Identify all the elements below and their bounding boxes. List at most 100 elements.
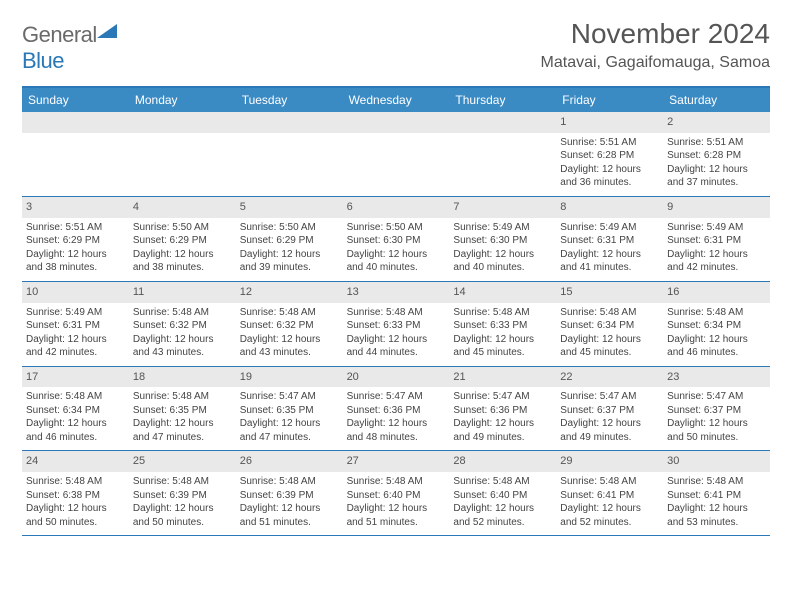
day-of-week-row: Sunday Monday Tuesday Wednesday Thursday… xyxy=(22,88,770,112)
daylight-text: Daylight: 12 hours xyxy=(240,248,339,262)
day-cell: 23Sunrise: 5:47 AMSunset: 6:37 PMDayligh… xyxy=(663,367,770,451)
sunset-text: Sunset: 6:31 PM xyxy=(667,234,766,248)
sunrise-text: Sunrise: 5:48 AM xyxy=(453,475,552,489)
daylight-text: and 46 minutes. xyxy=(26,431,125,445)
day-cell: 28Sunrise: 5:48 AMSunset: 6:40 PMDayligh… xyxy=(449,451,556,535)
sunset-text: Sunset: 6:41 PM xyxy=(560,489,659,503)
sunset-text: Sunset: 6:32 PM xyxy=(133,319,232,333)
sunrise-text: Sunrise: 5:50 AM xyxy=(347,221,446,235)
daylight-text: Daylight: 12 hours xyxy=(26,248,125,262)
day-cell: . xyxy=(22,112,129,196)
sunrise-text: Sunrise: 5:48 AM xyxy=(133,475,232,489)
sunset-text: Sunset: 6:31 PM xyxy=(560,234,659,248)
day-cell: 13Sunrise: 5:48 AMSunset: 6:33 PMDayligh… xyxy=(343,282,450,366)
day-cell: 26Sunrise: 5:48 AMSunset: 6:39 PMDayligh… xyxy=(236,451,343,535)
sunset-text: Sunset: 6:29 PM xyxy=(26,234,125,248)
daylight-text: Daylight: 12 hours xyxy=(667,502,766,516)
daylight-text: Daylight: 12 hours xyxy=(133,333,232,347)
day-cell: 10Sunrise: 5:49 AMSunset: 6:31 PMDayligh… xyxy=(22,282,129,366)
dow-fri: Friday xyxy=(556,88,663,112)
day-number: 18 xyxy=(129,367,236,388)
daylight-text: and 41 minutes. xyxy=(560,261,659,275)
day-cell: 18Sunrise: 5:48 AMSunset: 6:35 PMDayligh… xyxy=(129,367,236,451)
day-number: 14 xyxy=(449,282,556,303)
daylight-text: and 38 minutes. xyxy=(26,261,125,275)
day-cell: 17Sunrise: 5:48 AMSunset: 6:34 PMDayligh… xyxy=(22,367,129,451)
sunset-text: Sunset: 6:35 PM xyxy=(240,404,339,418)
sunset-text: Sunset: 6:28 PM xyxy=(667,149,766,163)
sunset-text: Sunset: 6:41 PM xyxy=(667,489,766,503)
day-cell: . xyxy=(129,112,236,196)
day-number: . xyxy=(236,112,343,133)
daylight-text: and 45 minutes. xyxy=(560,346,659,360)
day-number: 1 xyxy=(556,112,663,133)
week-row: 10Sunrise: 5:49 AMSunset: 6:31 PMDayligh… xyxy=(22,282,770,367)
day-number: 19 xyxy=(236,367,343,388)
daylight-text: and 43 minutes. xyxy=(240,346,339,360)
sunrise-text: Sunrise: 5:48 AM xyxy=(347,475,446,489)
daylight-text: and 39 minutes. xyxy=(240,261,339,275)
week-row: 3Sunrise: 5:51 AMSunset: 6:29 PMDaylight… xyxy=(22,197,770,282)
day-cell: 20Sunrise: 5:47 AMSunset: 6:36 PMDayligh… xyxy=(343,367,450,451)
sunset-text: Sunset: 6:32 PM xyxy=(240,319,339,333)
day-cell: 25Sunrise: 5:48 AMSunset: 6:39 PMDayligh… xyxy=(129,451,236,535)
day-cell: 24Sunrise: 5:48 AMSunset: 6:38 PMDayligh… xyxy=(22,451,129,535)
daylight-text: and 37 minutes. xyxy=(667,176,766,190)
sunset-text: Sunset: 6:36 PM xyxy=(453,404,552,418)
sunrise-text: Sunrise: 5:47 AM xyxy=(560,390,659,404)
daylight-text: Daylight: 12 hours xyxy=(347,333,446,347)
sunrise-text: Sunrise: 5:47 AM xyxy=(667,390,766,404)
sunset-text: Sunset: 6:34 PM xyxy=(26,404,125,418)
daylight-text: Daylight: 12 hours xyxy=(453,333,552,347)
sunset-text: Sunset: 6:30 PM xyxy=(347,234,446,248)
logo-text: General Blue xyxy=(22,22,117,74)
logo-triangle-icon xyxy=(97,24,117,42)
daylight-text: Daylight: 12 hours xyxy=(560,248,659,262)
daylight-text: Daylight: 12 hours xyxy=(133,248,232,262)
sunrise-text: Sunrise: 5:49 AM xyxy=(26,306,125,320)
day-number: 28 xyxy=(449,451,556,472)
header-right: November 2024 Matavai, Gagaifomauga, Sam… xyxy=(541,18,770,72)
daylight-text: and 49 minutes. xyxy=(560,431,659,445)
daylight-text: and 44 minutes. xyxy=(347,346,446,360)
day-cell: 4Sunrise: 5:50 AMSunset: 6:29 PMDaylight… xyxy=(129,197,236,281)
daylight-text: and 52 minutes. xyxy=(560,516,659,530)
dow-wed: Wednesday xyxy=(343,88,450,112)
day-cell: 8Sunrise: 5:49 AMSunset: 6:31 PMDaylight… xyxy=(556,197,663,281)
day-cell: 9Sunrise: 5:49 AMSunset: 6:31 PMDaylight… xyxy=(663,197,770,281)
daylight-text: Daylight: 12 hours xyxy=(667,248,766,262)
daylight-text: Daylight: 12 hours xyxy=(347,417,446,431)
sunset-text: Sunset: 6:38 PM xyxy=(26,489,125,503)
daylight-text: and 48 minutes. xyxy=(347,431,446,445)
day-cell: 30Sunrise: 5:48 AMSunset: 6:41 PMDayligh… xyxy=(663,451,770,535)
day-cell: 14Sunrise: 5:48 AMSunset: 6:33 PMDayligh… xyxy=(449,282,556,366)
dow-thu: Thursday xyxy=(449,88,556,112)
day-number: . xyxy=(22,112,129,133)
daylight-text: and 40 minutes. xyxy=(453,261,552,275)
sunrise-text: Sunrise: 5:49 AM xyxy=(453,221,552,235)
daylight-text: Daylight: 12 hours xyxy=(26,417,125,431)
day-cell: 2Sunrise: 5:51 AMSunset: 6:28 PMDaylight… xyxy=(663,112,770,196)
sunrise-text: Sunrise: 5:48 AM xyxy=(667,475,766,489)
page-header: General Blue November 2024 Matavai, Gaga… xyxy=(22,18,770,74)
location-label: Matavai, Gagaifomauga, Samoa xyxy=(541,54,770,72)
sunset-text: Sunset: 6:30 PM xyxy=(453,234,552,248)
day-number: 11 xyxy=(129,282,236,303)
daylight-text: Daylight: 12 hours xyxy=(240,502,339,516)
day-cell: 29Sunrise: 5:48 AMSunset: 6:41 PMDayligh… xyxy=(556,451,663,535)
day-cell: 6Sunrise: 5:50 AMSunset: 6:30 PMDaylight… xyxy=(343,197,450,281)
day-number: 20 xyxy=(343,367,450,388)
day-number: 8 xyxy=(556,197,663,218)
daylight-text: and 38 minutes. xyxy=(133,261,232,275)
daylight-text: and 47 minutes. xyxy=(240,431,339,445)
day-number: 6 xyxy=(343,197,450,218)
sunrise-text: Sunrise: 5:50 AM xyxy=(133,221,232,235)
daylight-text: Daylight: 12 hours xyxy=(26,333,125,347)
daylight-text: Daylight: 12 hours xyxy=(560,502,659,516)
day-cell: . xyxy=(343,112,450,196)
sunrise-text: Sunrise: 5:51 AM xyxy=(26,221,125,235)
day-cell: 27Sunrise: 5:48 AMSunset: 6:40 PMDayligh… xyxy=(343,451,450,535)
sunset-text: Sunset: 6:36 PM xyxy=(347,404,446,418)
day-number: 5 xyxy=(236,197,343,218)
daylight-text: Daylight: 12 hours xyxy=(667,333,766,347)
